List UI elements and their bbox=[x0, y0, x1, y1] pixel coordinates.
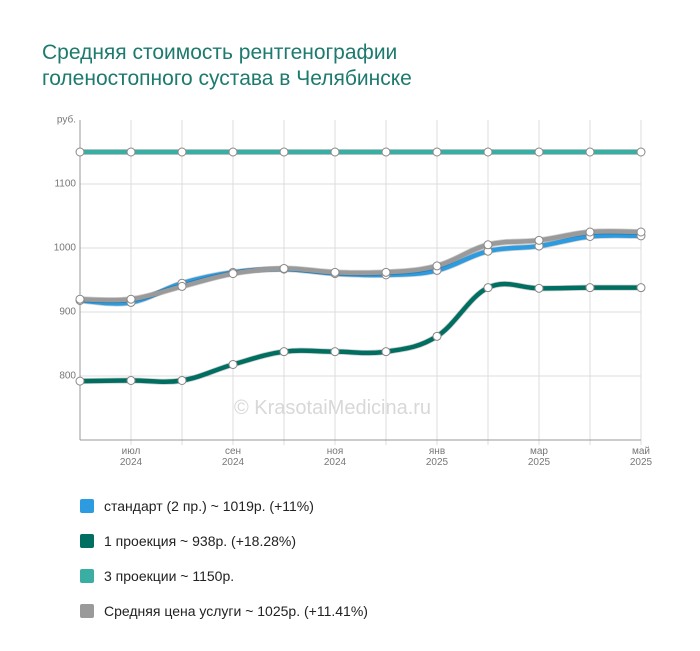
legend-item: Средняя цена услуги ~ 1025р. (+11.41%) bbox=[80, 593, 368, 628]
watermark: © KrasotaiMedicina.ru bbox=[234, 397, 432, 419]
series-line-shadow bbox=[79, 281, 642, 385]
data-point bbox=[75, 294, 85, 304]
data-point bbox=[585, 283, 595, 293]
legend-swatch bbox=[80, 568, 94, 583]
legend-item: стандарт (2 пр.) ~ 1019р. (+11%) bbox=[80, 488, 368, 523]
legend-label: Средняя цена услуги ~ 1025р. (+11.41%) bbox=[104, 602, 368, 619]
data-point bbox=[636, 147, 646, 157]
legend: стандарт (2 пр.) ~ 1019р. (+11%) 1 проекц… bbox=[80, 488, 368, 628]
x-tick-label: янв 2025 bbox=[425, 446, 449, 468]
data-point bbox=[585, 227, 595, 237]
data-point bbox=[585, 147, 595, 157]
x-tick-label: май 2025 bbox=[629, 446, 653, 468]
legend-label: 1 проекция ~ 938р. (+18.28%) bbox=[104, 532, 297, 549]
legend-swatch bbox=[80, 603, 94, 618]
x-tick-label: ноя 2024 bbox=[323, 446, 347, 468]
data-point bbox=[483, 240, 493, 250]
x-tick-label: мар 2025 bbox=[527, 446, 551, 468]
data-point bbox=[330, 147, 340, 157]
legend-label: стандарт (2 пр.) ~ 1019р. (+11%) bbox=[104, 497, 314, 514]
y-tick-label: 1100 bbox=[54, 179, 76, 190]
data-point bbox=[330, 347, 340, 357]
data-point bbox=[381, 267, 391, 277]
data-point bbox=[126, 294, 136, 304]
x-tick-label: июл 2024 bbox=[119, 446, 143, 468]
data-point bbox=[228, 147, 238, 157]
data-point bbox=[177, 281, 187, 291]
data-point bbox=[177, 375, 187, 385]
data-point bbox=[228, 359, 238, 369]
data-point bbox=[330, 267, 340, 277]
legend-label: 3 проекции ~ 1150р. bbox=[104, 567, 235, 584]
legend-item: 1 проекция ~ 938р. (+18.28%) bbox=[80, 523, 368, 558]
data-point bbox=[381, 147, 391, 157]
legend-swatch bbox=[80, 498, 94, 513]
data-point bbox=[534, 283, 544, 293]
x-tick-label: сен 2024 bbox=[221, 446, 245, 468]
data-point bbox=[279, 263, 289, 273]
data-point bbox=[228, 269, 238, 279]
legend-swatch bbox=[80, 533, 94, 548]
data-point bbox=[483, 283, 493, 293]
data-point bbox=[75, 147, 85, 157]
data-point bbox=[483, 147, 493, 157]
data-point bbox=[177, 147, 187, 157]
series-line bbox=[79, 281, 642, 384]
data-point bbox=[279, 147, 289, 157]
chart-title: Средняя стоимость рентгенографии голенос… bbox=[42, 41, 412, 90]
data-point bbox=[381, 347, 391, 357]
data-point bbox=[636, 283, 646, 293]
data-point bbox=[126, 147, 136, 157]
y-tick-label: 1000 bbox=[54, 243, 77, 254]
data-point bbox=[279, 347, 289, 357]
legend-item: 3 проекции ~ 1150р. bbox=[80, 558, 368, 593]
y-tick-label: 900 bbox=[59, 307, 76, 318]
y-axis-label: руб. bbox=[57, 114, 76, 126]
data-point bbox=[432, 261, 442, 271]
y-tick-label: 800 bbox=[59, 371, 76, 382]
data-point bbox=[432, 147, 442, 157]
data-point bbox=[636, 227, 646, 237]
data-point bbox=[126, 375, 136, 385]
data-point bbox=[534, 147, 544, 157]
series-line bbox=[79, 229, 642, 303]
data-point bbox=[75, 376, 85, 386]
data-point bbox=[432, 331, 442, 341]
data-point bbox=[534, 235, 544, 245]
